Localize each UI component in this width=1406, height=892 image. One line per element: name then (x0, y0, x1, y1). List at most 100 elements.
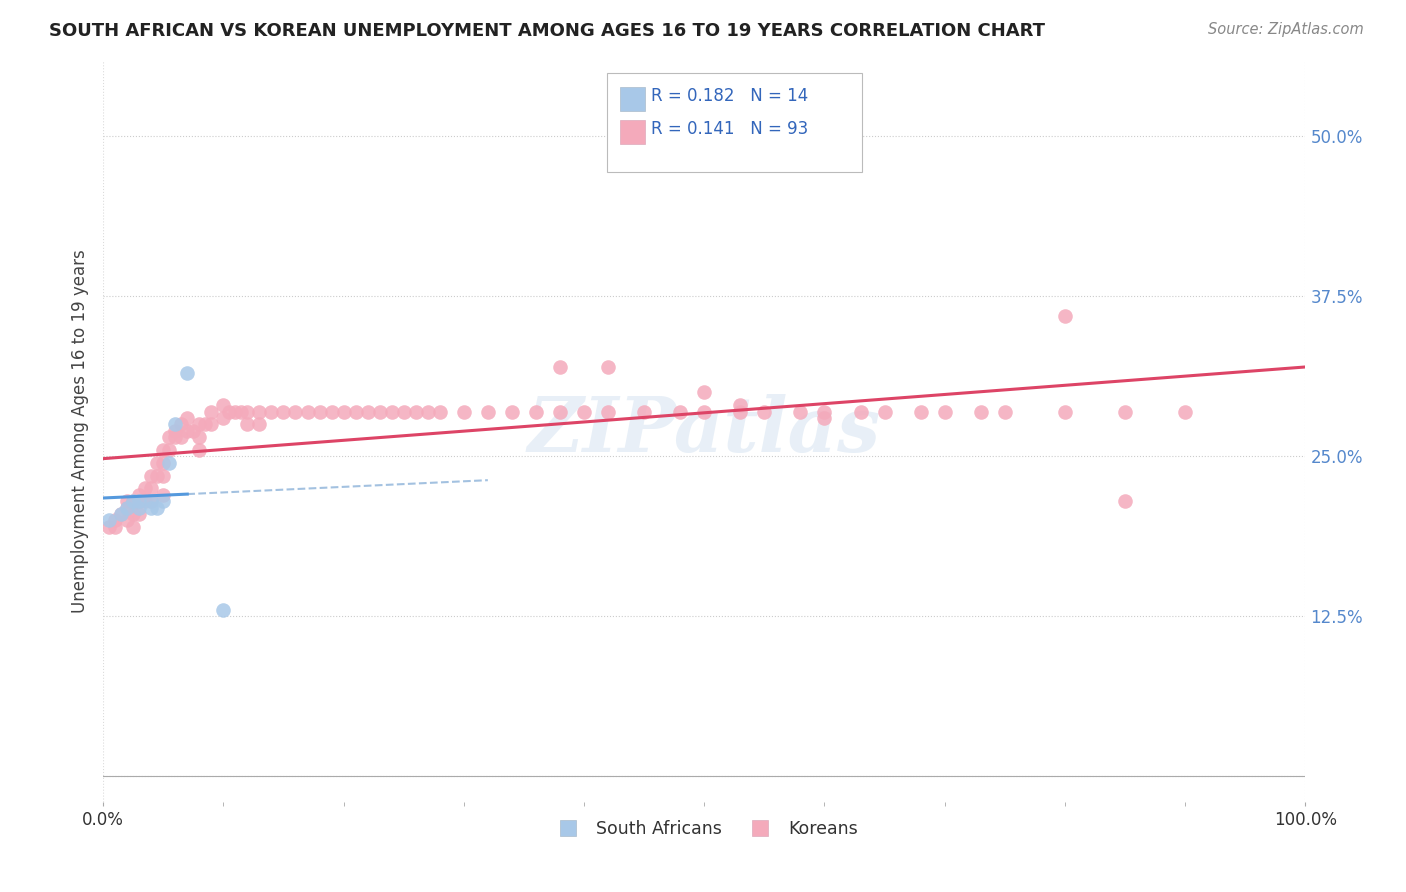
Point (368, 404, 391, 418)
Point (165, 424, 187, 438)
Point (134, 481, 156, 495)
Point (501, 404, 523, 418)
Point (146, 468, 169, 483)
Point (146, 456, 169, 470)
Point (970, 404, 993, 418)
Point (188, 442, 211, 457)
Point (429, 404, 451, 418)
Text: Source: ZipAtlas.com: Source: ZipAtlas.com (1208, 22, 1364, 37)
Point (181, 424, 204, 438)
Point (249, 404, 271, 418)
Point (122, 494, 145, 508)
Point (176, 366, 198, 380)
Point (249, 417, 271, 432)
Point (849, 404, 872, 418)
Point (110, 507, 132, 521)
Point (212, 603, 235, 617)
Point (128, 500, 150, 515)
Point (115, 500, 138, 515)
Point (1114, 494, 1136, 508)
Point (141, 468, 163, 483)
Point (152, 456, 174, 470)
Point (152, 488, 174, 502)
Point (157, 442, 180, 457)
Point (633, 404, 655, 418)
Point (128, 488, 150, 502)
Point (789, 404, 811, 418)
Point (669, 404, 692, 418)
Point (273, 404, 295, 418)
Point (152, 494, 174, 508)
Point (405, 404, 427, 418)
Point (188, 417, 211, 432)
Point (873, 404, 896, 418)
Point (524, 404, 547, 418)
Point (356, 404, 378, 418)
Point (754, 404, 776, 418)
Point (218, 404, 240, 418)
Text: R = 0.182   N = 14: R = 0.182 N = 14 (651, 87, 808, 104)
Point (134, 494, 156, 508)
Point (344, 404, 367, 418)
Point (1053, 309, 1076, 323)
Point (200, 404, 222, 418)
Point (128, 507, 150, 521)
Point (157, 430, 180, 444)
Point (548, 404, 571, 418)
Point (236, 404, 259, 418)
Point (122, 494, 145, 508)
Y-axis label: Unemployment Among Ages 16 to 19 years: Unemployment Among Ages 16 to 19 years (72, 249, 89, 613)
Point (321, 404, 343, 418)
Point (572, 404, 595, 418)
Point (170, 430, 193, 444)
Point (231, 404, 253, 418)
Point (128, 494, 150, 508)
Point (381, 404, 404, 418)
Text: R = 0.141   N = 93: R = 0.141 N = 93 (651, 120, 808, 137)
Point (104, 520, 127, 534)
Point (730, 398, 752, 412)
Point (813, 411, 835, 425)
Point (477, 404, 499, 418)
Point (141, 481, 163, 495)
Point (165, 430, 187, 444)
Point (194, 417, 217, 432)
Point (596, 359, 619, 374)
Point (260, 404, 283, 418)
Point (188, 430, 211, 444)
Point (730, 404, 752, 418)
Point (934, 404, 956, 418)
Point (110, 507, 132, 521)
Point (813, 404, 835, 418)
Point (1114, 404, 1136, 418)
Point (693, 404, 716, 418)
Point (1174, 404, 1197, 418)
Point (152, 468, 174, 483)
Point (104, 513, 127, 527)
Point (115, 513, 138, 527)
Point (332, 404, 354, 418)
Point (200, 417, 222, 432)
Point (141, 500, 163, 515)
Point (910, 404, 932, 418)
Point (128, 494, 150, 508)
Point (308, 404, 330, 418)
Point (115, 494, 138, 508)
Point (994, 404, 1017, 418)
Point (141, 494, 163, 508)
Point (141, 494, 163, 508)
Point (115, 500, 138, 515)
Point (236, 417, 259, 432)
Point (170, 417, 193, 432)
Point (98, 520, 121, 534)
Point (224, 404, 246, 418)
Point (453, 404, 475, 418)
Text: ZIPatlas: ZIPatlas (527, 393, 880, 467)
Point (212, 411, 235, 425)
Point (212, 398, 235, 412)
Point (165, 417, 187, 432)
Point (284, 404, 307, 418)
Point (596, 404, 619, 418)
Point (157, 456, 180, 470)
Point (122, 520, 145, 534)
